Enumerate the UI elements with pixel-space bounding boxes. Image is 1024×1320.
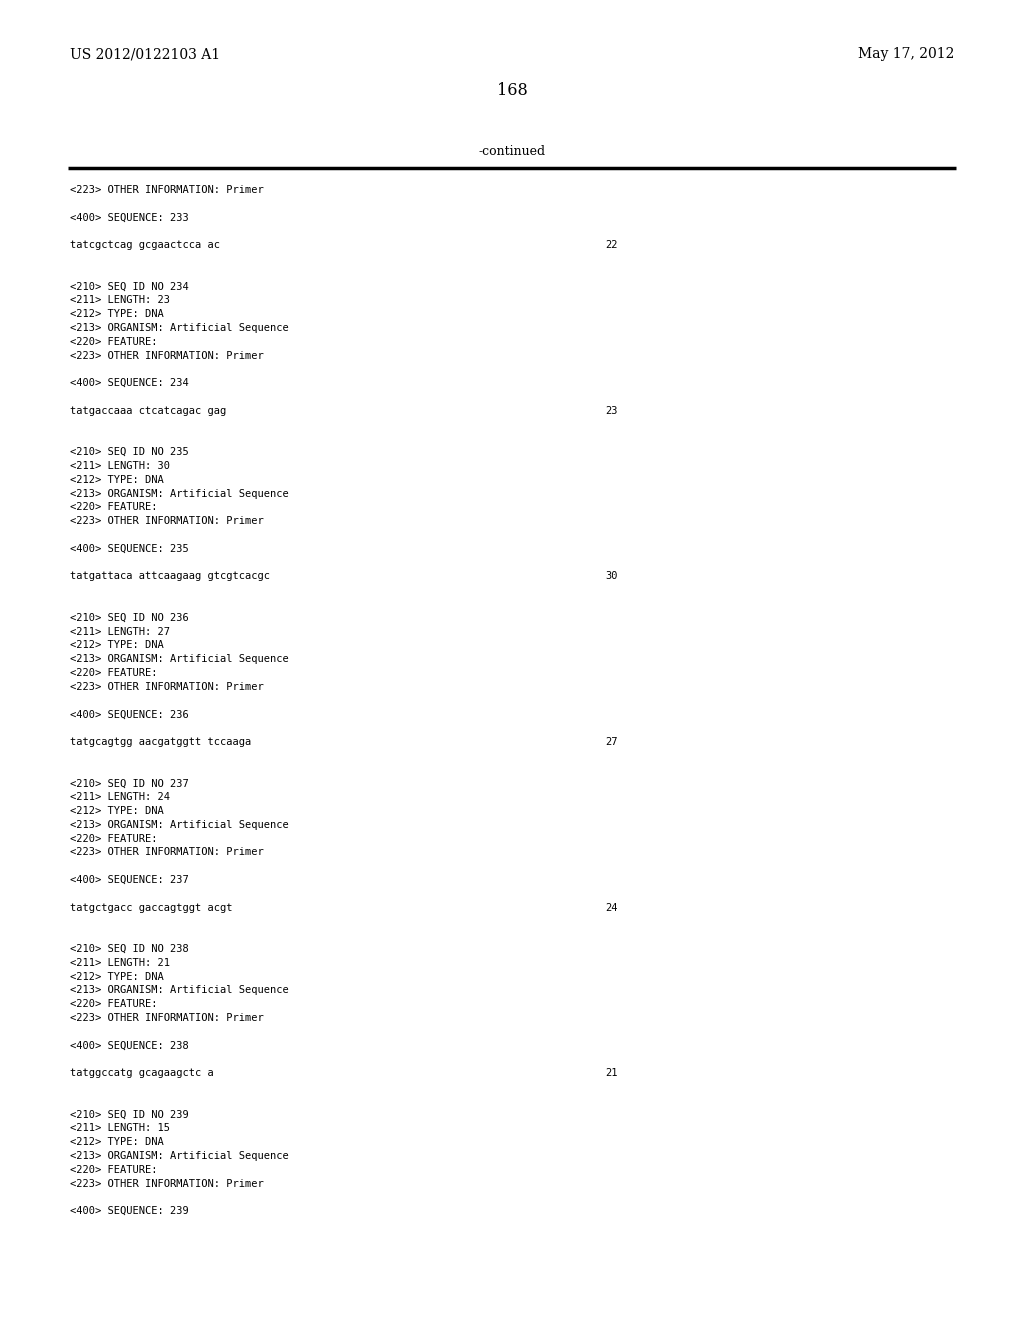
Text: <212> TYPE: DNA: <212> TYPE: DNA [70,1138,164,1147]
Text: <223> OTHER INFORMATION: Primer: <223> OTHER INFORMATION: Primer [70,516,264,527]
Text: <400> SEQUENCE: 235: <400> SEQUENCE: 235 [70,544,188,554]
Text: <223> OTHER INFORMATION: Primer: <223> OTHER INFORMATION: Primer [70,682,264,692]
Text: <210> SEQ ID NO 239: <210> SEQ ID NO 239 [70,1110,188,1119]
Text: <220> FEATURE:: <220> FEATURE: [70,1164,158,1175]
Text: <212> TYPE: DNA: <212> TYPE: DNA [70,640,164,651]
Text: tatgcagtgg aacgatggtt tccaaga: tatgcagtgg aacgatggtt tccaaga [70,737,251,747]
Text: <213> ORGANISM: Artificial Sequence: <213> ORGANISM: Artificial Sequence [70,820,289,830]
Text: <220> FEATURE:: <220> FEATURE: [70,834,158,843]
Text: <212> TYPE: DNA: <212> TYPE: DNA [70,807,164,816]
Text: <213> ORGANISM: Artificial Sequence: <213> ORGANISM: Artificial Sequence [70,986,289,995]
Text: <210> SEQ ID NO 237: <210> SEQ ID NO 237 [70,779,188,788]
Text: tatgaccaaa ctcatcagac gag: tatgaccaaa ctcatcagac gag [70,405,226,416]
Text: US 2012/0122103 A1: US 2012/0122103 A1 [70,48,220,61]
Text: <212> TYPE: DNA: <212> TYPE: DNA [70,972,164,982]
Text: <213> ORGANISM: Artificial Sequence: <213> ORGANISM: Artificial Sequence [70,655,289,664]
Text: 168: 168 [497,82,527,99]
Text: <210> SEQ ID NO 236: <210> SEQ ID NO 236 [70,612,188,623]
Text: tatggccatg gcagaagctc a: tatggccatg gcagaagctc a [70,1068,214,1078]
Text: <211> LENGTH: 21: <211> LENGTH: 21 [70,958,170,968]
Text: <211> LENGTH: 27: <211> LENGTH: 27 [70,627,170,636]
Text: <400> SEQUENCE: 238: <400> SEQUENCE: 238 [70,1040,188,1051]
Text: <400> SEQUENCE: 234: <400> SEQUENCE: 234 [70,379,188,388]
Text: <223> OTHER INFORMATION: Primer: <223> OTHER INFORMATION: Primer [70,185,264,195]
Text: <223> OTHER INFORMATION: Primer: <223> OTHER INFORMATION: Primer [70,847,264,858]
Text: <220> FEATURE:: <220> FEATURE: [70,503,158,512]
Text: <211> LENGTH: 23: <211> LENGTH: 23 [70,296,170,305]
Text: <220> FEATURE:: <220> FEATURE: [70,337,158,347]
Text: <212> TYPE: DNA: <212> TYPE: DNA [70,475,164,484]
Text: tatcgctcag gcgaactcca ac: tatcgctcag gcgaactcca ac [70,240,220,251]
Text: <223> OTHER INFORMATION: Primer: <223> OTHER INFORMATION: Primer [70,1012,264,1023]
Text: <210> SEQ ID NO 235: <210> SEQ ID NO 235 [70,447,188,457]
Text: <223> OTHER INFORMATION: Primer: <223> OTHER INFORMATION: Primer [70,351,264,360]
Text: <223> OTHER INFORMATION: Primer: <223> OTHER INFORMATION: Primer [70,1179,264,1188]
Text: <400> SEQUENCE: 233: <400> SEQUENCE: 233 [70,213,188,223]
Text: <213> ORGANISM: Artificial Sequence: <213> ORGANISM: Artificial Sequence [70,488,289,499]
Text: 21: 21 [605,1068,617,1078]
Text: <400> SEQUENCE: 239: <400> SEQUENCE: 239 [70,1206,188,1216]
Text: -continued: -continued [478,145,546,158]
Text: <400> SEQUENCE: 237: <400> SEQUENCE: 237 [70,875,188,884]
Text: tatgattaca attcaagaag gtcgtcacgc: tatgattaca attcaagaag gtcgtcacgc [70,572,270,581]
Text: <212> TYPE: DNA: <212> TYPE: DNA [70,309,164,319]
Text: 30: 30 [605,572,617,581]
Text: 22: 22 [605,240,617,251]
Text: <211> LENGTH: 30: <211> LENGTH: 30 [70,461,170,471]
Text: 24: 24 [605,903,617,912]
Text: May 17, 2012: May 17, 2012 [858,48,954,61]
Text: <211> LENGTH: 15: <211> LENGTH: 15 [70,1123,170,1134]
Text: <400> SEQUENCE: 236: <400> SEQUENCE: 236 [70,709,188,719]
Text: <213> ORGANISM: Artificial Sequence: <213> ORGANISM: Artificial Sequence [70,1151,289,1162]
Text: <220> FEATURE:: <220> FEATURE: [70,999,158,1010]
Text: <211> LENGTH: 24: <211> LENGTH: 24 [70,792,170,803]
Text: <220> FEATURE:: <220> FEATURE: [70,668,158,678]
Text: tatgctgacc gaccagtggt acgt: tatgctgacc gaccagtggt acgt [70,903,232,912]
Text: <210> SEQ ID NO 238: <210> SEQ ID NO 238 [70,944,188,954]
Text: <210> SEQ ID NO 234: <210> SEQ ID NO 234 [70,281,188,292]
Text: <213> ORGANISM: Artificial Sequence: <213> ORGANISM: Artificial Sequence [70,323,289,333]
Text: 27: 27 [605,737,617,747]
Text: 23: 23 [605,405,617,416]
